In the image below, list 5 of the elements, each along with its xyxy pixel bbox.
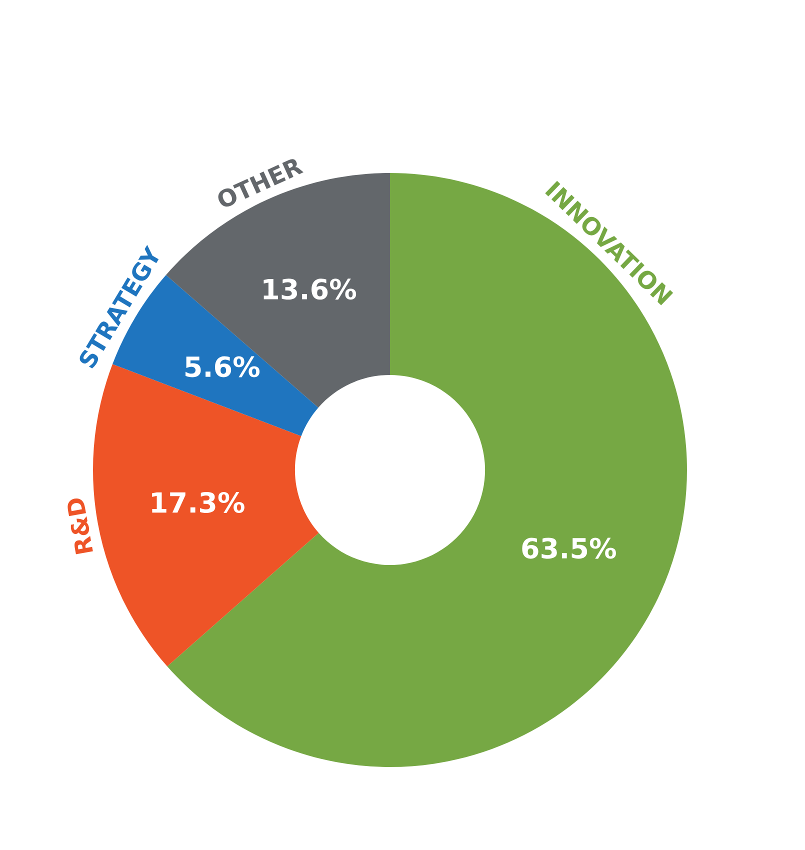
slice-label: R&D xyxy=(66,497,94,554)
data-label: 17.3% xyxy=(152,492,244,513)
data-label: 13.6% xyxy=(264,278,356,300)
data-label: 5.6% xyxy=(186,356,260,378)
data-label: 63.5% xyxy=(522,538,616,559)
